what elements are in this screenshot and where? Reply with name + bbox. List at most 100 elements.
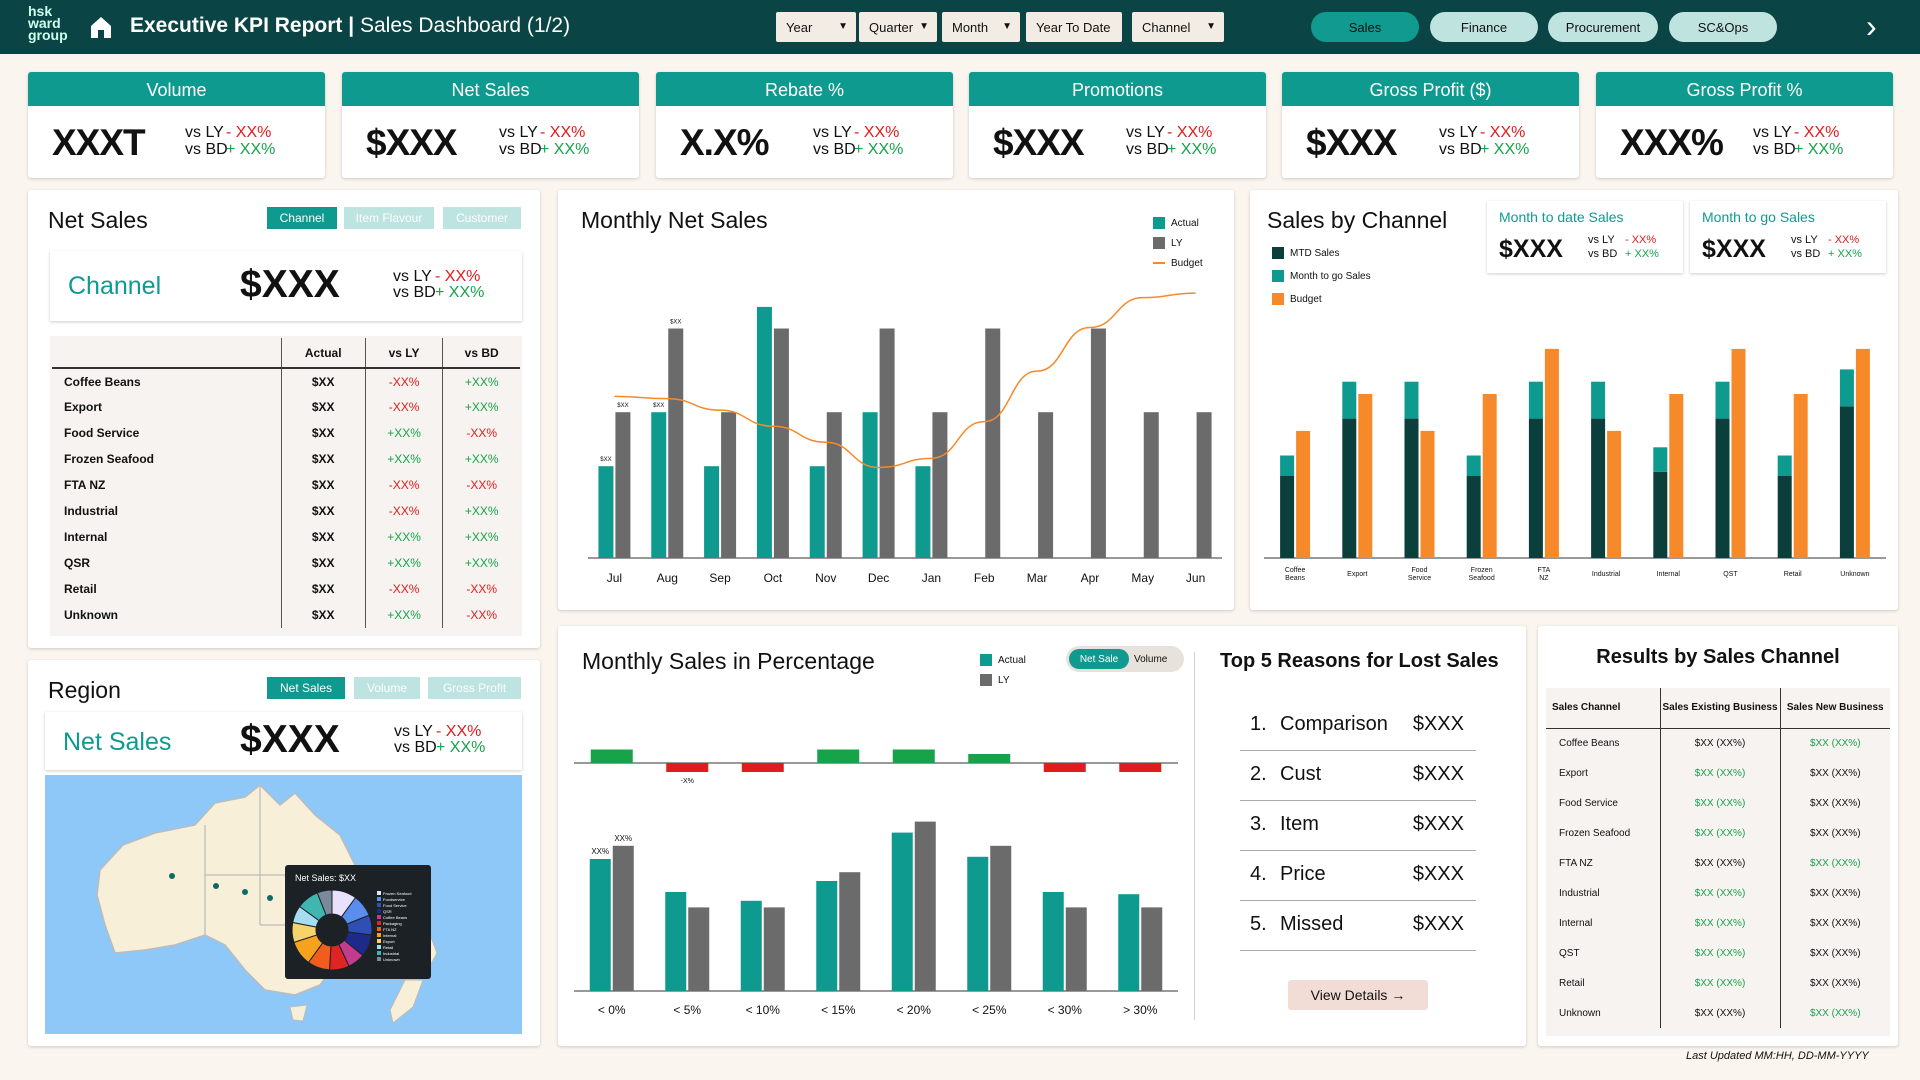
switch-volume[interactable]: Volume — [1134, 654, 1168, 665]
kpi-card[interactable]: Gross Profit % XXX% vs LY vs BD - XX% + XX… — [1596, 72, 1893, 178]
bar-difference[interactable] — [1119, 763, 1162, 772]
bar-actual[interactable] — [598, 466, 614, 558]
toggle-net-sales[interactable]: Net Sales — [267, 677, 345, 699]
bar-month-to-go[interactable] — [1777, 455, 1792, 477]
filter-year-to-date[interactable]: Year To Date — [1026, 12, 1122, 42]
toggle-volume[interactable]: Volume — [354, 677, 420, 699]
bar-actual[interactable] — [704, 466, 720, 558]
bar-mtd[interactable] — [1591, 418, 1606, 558]
kpi-card[interactable]: Gross Profit ($) $XXX vs LY vs BD - XX% + … — [1282, 72, 1579, 178]
table-row[interactable]: Food Service $XX (XX%) $XX (XX%) — [1546, 788, 1890, 818]
bar-ly[interactable] — [1143, 412, 1159, 558]
bar-ly[interactable] — [1065, 907, 1087, 991]
bar-actual[interactable] — [891, 832, 913, 991]
bar-actual[interactable] — [651, 412, 667, 558]
bar-ly[interactable] — [1090, 328, 1106, 559]
toggle-gross-profit[interactable]: Gross Profit — [428, 677, 521, 699]
table-row[interactable]: FTA NZ $XX -XX% -XX% — [52, 472, 520, 498]
bar-mtd[interactable] — [1528, 418, 1543, 558]
bar-actual[interactable] — [809, 466, 825, 558]
bar-difference[interactable] — [590, 749, 633, 764]
home-icon[interactable] — [88, 14, 114, 40]
bar-month-to-go[interactable] — [1528, 381, 1543, 419]
kpi-card[interactable]: Promotions $XXX vs LY vs BD - XX% + XX% — [969, 72, 1266, 178]
bar-difference[interactable] — [892, 749, 935, 764]
bar-actual[interactable] — [967, 856, 989, 991]
bar-month-to-go[interactable] — [1280, 455, 1295, 477]
tab-scops[interactable]: SC&Ops — [1669, 12, 1777, 42]
bar-actual[interactable] — [1042, 892, 1064, 991]
table-row[interactable]: Unknown $XX (XX%) $XX (XX%) — [1546, 998, 1890, 1028]
bar-ly[interactable] — [721, 412, 737, 558]
table-row[interactable]: FTA NZ $XX (XX%) $XX (XX%) — [1546, 848, 1890, 878]
lost-sales-item[interactable]: 5. Missed $XXX — [1240, 901, 1476, 951]
switch-net-sale[interactable]: Net Sale — [1069, 649, 1129, 669]
toggle-channel[interactable]: Channel — [267, 207, 337, 229]
bar-mtd[interactable] — [1342, 418, 1357, 558]
chevron-right-icon[interactable]: › — [1866, 8, 1877, 44]
bar-month-to-go[interactable] — [1404, 381, 1419, 419]
bar-budget[interactable] — [1855, 348, 1870, 558]
table-row[interactable]: Frozen Seafood $XX +XX% +XX% — [52, 446, 520, 472]
bar-month-to-go[interactable] — [1839, 369, 1854, 407]
bar-ly[interactable] — [826, 412, 842, 558]
bar-difference[interactable] — [666, 763, 709, 772]
bar-budget[interactable] — [1669, 394, 1684, 558]
table-row[interactable]: Unknown $XX +XX% -XX% — [52, 602, 520, 628]
table-row[interactable]: Retail $XX -XX% -XX% — [52, 576, 520, 602]
bar-ly[interactable] — [932, 412, 948, 558]
bar-budget[interactable] — [1420, 430, 1435, 558]
bar-budget[interactable] — [1358, 394, 1373, 558]
lost-sales-item[interactable]: 3. Item $XXX — [1240, 801, 1476, 851]
bar-mtd[interactable] — [1839, 406, 1854, 558]
bar-month-to-go[interactable] — [1342, 381, 1357, 419]
bar-ly[interactable] — [668, 328, 684, 559]
table-row[interactable]: Industrial $XX -XX% +XX% — [52, 498, 520, 524]
table-row[interactable]: QST $XX (XX%) $XX (XX%) — [1546, 938, 1890, 968]
bar-month-to-go[interactable] — [1591, 381, 1606, 419]
bar-difference[interactable] — [1043, 763, 1086, 772]
bar-budget[interactable] — [1482, 394, 1497, 558]
bar-actual[interactable] — [862, 412, 878, 558]
table-row[interactable]: Coffee Beans $XX -XX% +XX% — [52, 368, 520, 394]
table-row[interactable]: QSR $XX +XX% +XX% — [52, 550, 520, 576]
bar-actual[interactable] — [589, 859, 611, 991]
bar-budget[interactable] — [1731, 348, 1746, 558]
bar-month-to-go[interactable] — [1715, 381, 1730, 419]
bar-mtd[interactable] — [1777, 476, 1792, 558]
kpi-card[interactable]: Rebate % X.X% vs LY vs BD - XX% + XX% — [656, 72, 953, 178]
bar-difference[interactable] — [741, 763, 784, 772]
bar-budget[interactable] — [1607, 430, 1622, 558]
bar-actual[interactable] — [665, 892, 687, 991]
toggle-item-flavour[interactable]: Item Flavour — [344, 207, 434, 229]
table-row[interactable]: Food Service $XX +XX% -XX% — [52, 420, 520, 446]
bar-ly[interactable] — [763, 907, 785, 991]
toggle-customer[interactable]: Customer — [443, 207, 521, 229]
bar-ly[interactable] — [615, 412, 631, 558]
filter-quarter[interactable]: Quarter ▼ — [859, 12, 937, 42]
bar-ly[interactable] — [879, 328, 895, 559]
bar-ly[interactable] — [688, 907, 710, 991]
bar-actual[interactable] — [915, 466, 931, 558]
budget-line[interactable] — [614, 292, 1196, 469]
lost-sales-item[interactable]: 4. Price $XXX — [1240, 851, 1476, 901]
table-row[interactable]: Frozen Seafood $XX (XX%) $XX (XX%) — [1546, 818, 1890, 848]
bar-ly[interactable] — [773, 328, 789, 559]
filter-year[interactable]: Year ▼ — [776, 12, 856, 42]
filter-month[interactable]: Month ▼ — [942, 12, 1020, 42]
tab-procurement[interactable]: Procurement — [1548, 12, 1658, 42]
bar-mtd[interactable] — [1466, 476, 1481, 558]
bar-ly[interactable] — [914, 821, 936, 991]
bar-mtd[interactable] — [1280, 476, 1295, 558]
metric-switch[interactable]: Net Sale Volume — [1066, 646, 1184, 672]
lost-sales-item[interactable]: 1. Comparison $XXX — [1240, 701, 1476, 751]
table-row[interactable]: Retail $XX (XX%) $XX (XX%) — [1546, 968, 1890, 998]
bar-ly[interactable] — [990, 845, 1012, 991]
bar-ly[interactable] — [612, 845, 634, 991]
bar-ly[interactable] — [1038, 412, 1054, 558]
bar-ly[interactable] — [985, 328, 1001, 559]
table-row[interactable]: Internal $XX (XX%) $XX (XX%) — [1546, 908, 1890, 938]
view-details-button[interactable]: View Details → — [1288, 980, 1428, 1010]
kpi-card[interactable]: Volume XXXT vs LY vs BD - XX% + XX% — [28, 72, 325, 178]
filter-channel[interactable]: Channel ▼ — [1132, 12, 1224, 42]
